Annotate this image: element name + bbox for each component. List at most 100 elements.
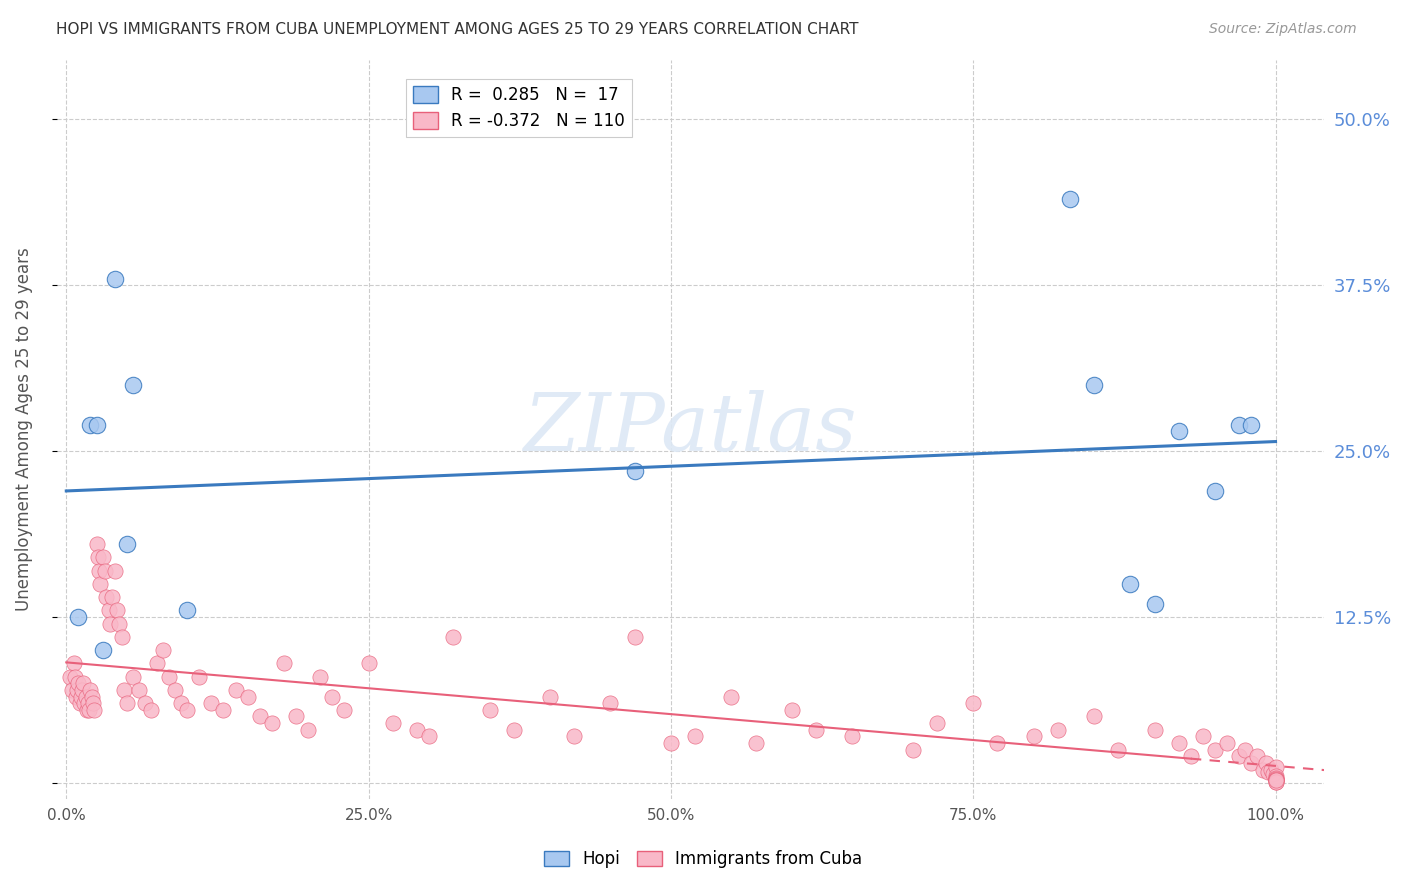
Point	[176, 603, 198, 617]
Text: Source: ZipAtlas.com: Source: ZipAtlas.com	[1209, 22, 1357, 37]
Point	[94, 564, 117, 578]
Point	[1059, 192, 1081, 206]
Point	[1227, 749, 1250, 764]
Point	[79, 417, 101, 432]
Point	[1264, 772, 1286, 786]
Point	[212, 703, 235, 717]
Point	[69, 696, 91, 710]
Point	[1022, 730, 1045, 744]
Legend: R =  0.285   N =  17, R = -0.372   N = 110: R = 0.285 N = 17, R = -0.372 N = 110	[406, 79, 631, 137]
Point	[720, 690, 742, 704]
Point	[72, 676, 94, 690]
Point	[1107, 742, 1129, 756]
Point	[67, 610, 90, 624]
Point	[1227, 417, 1250, 432]
Point	[69, 690, 91, 704]
Point	[76, 703, 98, 717]
Point	[67, 676, 90, 690]
Point	[683, 730, 706, 744]
Point	[1240, 417, 1263, 432]
Point	[804, 723, 827, 737]
Point	[986, 736, 1008, 750]
Point	[623, 630, 645, 644]
Point	[273, 657, 295, 671]
Point	[1234, 742, 1257, 756]
Point	[1046, 723, 1069, 737]
Point	[91, 643, 114, 657]
Point	[152, 643, 174, 657]
Point	[1204, 742, 1226, 756]
Point	[418, 730, 440, 744]
Point	[1167, 736, 1189, 750]
Point	[115, 537, 138, 551]
Point	[406, 723, 429, 737]
Point	[925, 716, 948, 731]
Point	[297, 723, 319, 737]
Point	[599, 696, 621, 710]
Point	[321, 690, 343, 704]
Point	[111, 630, 134, 644]
Point	[1264, 772, 1286, 786]
Point	[901, 742, 924, 756]
Point	[744, 736, 766, 750]
Point	[1216, 736, 1239, 750]
Point	[1260, 763, 1282, 777]
Point	[82, 696, 104, 710]
Point	[333, 703, 356, 717]
Point	[108, 616, 131, 631]
Point	[86, 417, 108, 432]
Point	[200, 696, 222, 710]
Point	[65, 690, 87, 704]
Point	[170, 696, 193, 710]
Point	[105, 603, 128, 617]
Text: ZIPatlas: ZIPatlas	[523, 391, 858, 468]
Point	[77, 703, 100, 717]
Point	[249, 709, 271, 723]
Point	[780, 703, 803, 717]
Point	[115, 696, 138, 710]
Point	[60, 682, 83, 697]
Point	[1180, 749, 1202, 764]
Point	[80, 690, 103, 704]
Point	[441, 630, 464, 644]
Point	[73, 696, 96, 710]
Point	[87, 550, 110, 565]
Point	[1143, 597, 1166, 611]
Point	[381, 716, 404, 731]
Point	[1264, 773, 1286, 788]
Point	[134, 696, 156, 710]
Point	[1167, 424, 1189, 438]
Point	[502, 723, 524, 737]
Point	[188, 670, 211, 684]
Point	[225, 682, 247, 697]
Point	[77, 696, 100, 710]
Point	[96, 590, 118, 604]
Point	[1204, 483, 1226, 498]
Point	[1264, 771, 1286, 785]
Point	[1253, 763, 1275, 777]
Point	[165, 682, 187, 697]
Point	[63, 670, 86, 684]
Point	[112, 682, 135, 697]
Point	[1264, 773, 1286, 788]
Point	[146, 657, 169, 671]
Point	[357, 657, 380, 671]
Point	[285, 709, 308, 723]
Point	[1254, 756, 1277, 770]
Point	[121, 670, 143, 684]
Point	[1192, 730, 1215, 744]
Point	[104, 564, 127, 578]
Point	[101, 590, 124, 604]
Legend: Hopi, Immigrants from Cuba: Hopi, Immigrants from Cuba	[537, 844, 869, 875]
Point	[104, 271, 127, 285]
Point	[1246, 749, 1268, 764]
Point	[1119, 576, 1142, 591]
Point	[1264, 773, 1286, 788]
Point	[1261, 766, 1284, 780]
Text: HOPI VS IMMIGRANTS FROM CUBA UNEMPLOYMENT AMONG AGES 25 TO 29 YEARS CORRELATION : HOPI VS IMMIGRANTS FROM CUBA UNEMPLOYMEN…	[56, 22, 859, 37]
Point	[1240, 756, 1263, 770]
Point	[1143, 723, 1166, 737]
Point	[66, 682, 89, 697]
Point	[75, 690, 97, 704]
Point	[1083, 377, 1105, 392]
